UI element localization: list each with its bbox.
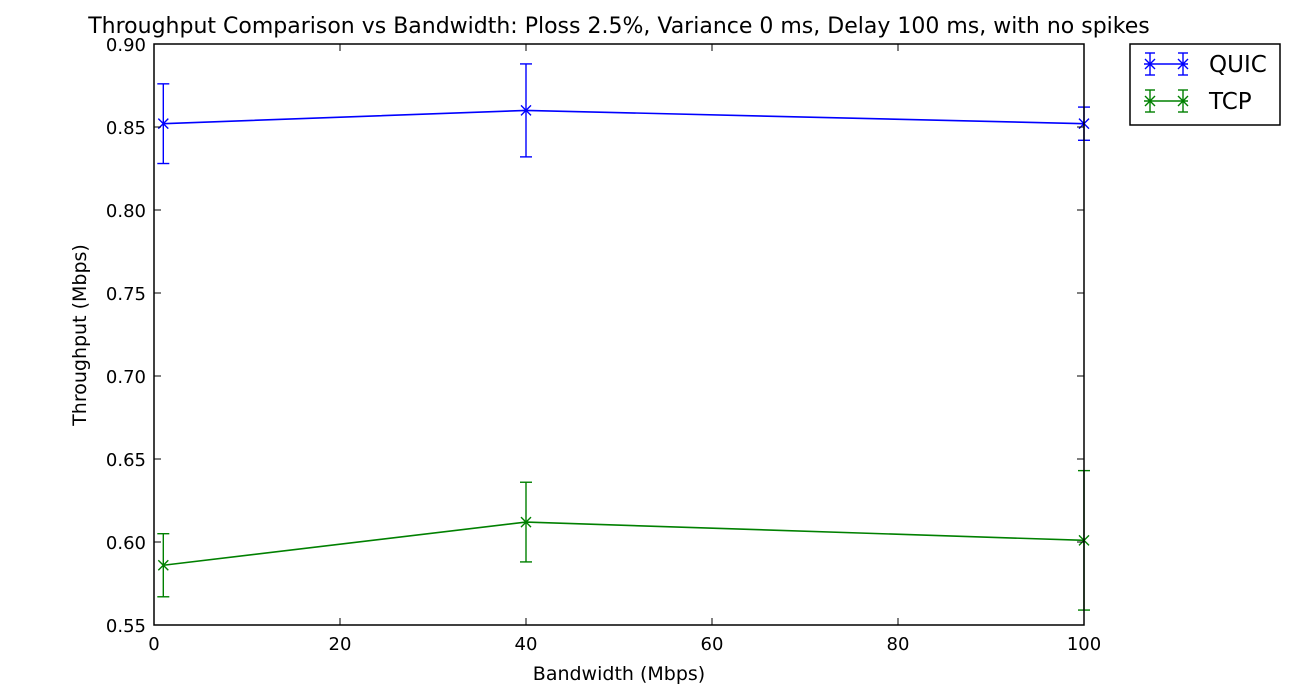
- series-tcp: [157, 469, 1090, 611]
- series-line: [163, 109, 1085, 125]
- data-point-marker: [520, 516, 532, 528]
- y-tick-label: 0.55: [106, 616, 146, 637]
- legend: QUIC TCP: [1129, 43, 1281, 126]
- y-axis-label: Throughput (Mbps): [69, 244, 91, 427]
- y-tick-label: 0.90: [106, 35, 146, 56]
- legend-marker: [1177, 95, 1189, 107]
- legend-marker: [1177, 58, 1189, 70]
- plot-frame: [153, 43, 1085, 626]
- plot-area: [157, 63, 1090, 611]
- legend-label: QUIC: [1209, 52, 1267, 78]
- legend-item-tcp: TCP: [1144, 89, 1252, 115]
- x-tick-label: 40: [515, 634, 538, 655]
- x-tick-label: 80: [887, 634, 910, 655]
- legend-item-quic: QUIC: [1144, 52, 1267, 78]
- y-tick-label: 0.60: [106, 533, 146, 554]
- x-axis-label: Bandwidth (Mbps): [533, 663, 705, 685]
- series-line: [163, 521, 1085, 567]
- x-tick-label: 0: [148, 634, 159, 655]
- x-tick-label: 60: [701, 634, 724, 655]
- series-quic: [157, 63, 1090, 165]
- y-tick-label: 0.70: [106, 367, 146, 388]
- y-tick-label: 0.85: [106, 118, 146, 139]
- y-tick-label: 0.75: [106, 284, 146, 305]
- legend-marker: [1144, 95, 1156, 107]
- legend-label: TCP: [1208, 89, 1252, 115]
- x-tick-label: 20: [329, 634, 352, 655]
- data-point-marker: [520, 104, 532, 116]
- y-tick-label: 0.65: [106, 450, 146, 471]
- legend-marker: [1144, 58, 1156, 70]
- y-tick-label: 0.80: [106, 201, 146, 222]
- chart-title: Throughput Comparison vs Bandwidth: Plos…: [87, 14, 1150, 39]
- data-point-marker: [157, 559, 169, 571]
- x-tick-label: 100: [1067, 634, 1101, 655]
